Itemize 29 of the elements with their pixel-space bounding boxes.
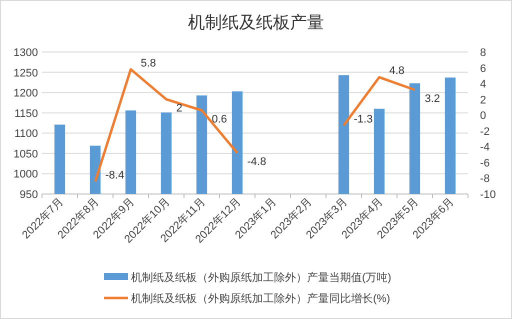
y2-tick-label: 6	[480, 62, 486, 75]
y2-tick-label: 2	[480, 94, 486, 106]
y-tick-label: 1000	[14, 168, 38, 181]
y2-tick-label: -8	[480, 173, 490, 186]
data-label: -4.8	[247, 156, 266, 168]
data-label: -1.3	[354, 113, 373, 126]
data-label: 4.8	[389, 65, 405, 78]
data-label: 0.6	[212, 113, 228, 126]
legend-label: 机制纸及纸板（外购原纸加工除外）产量同比增长(%)	[131, 292, 390, 305]
data-label: -8.4	[105, 169, 124, 182]
y-tick-label: 1050	[14, 148, 38, 160]
y-tick-label: 1200	[14, 88, 38, 100]
data-label: 3.2	[424, 92, 440, 105]
y-tick-label: 1100	[14, 128, 38, 140]
legend-label: 机制纸及纸板（外购原纸加工除外）产量当期值(万吨)	[131, 271, 392, 284]
y-tick-label: 1250	[14, 67, 38, 80]
y2-tick-label: 0	[480, 110, 486, 122]
y2-tick-label: 4	[480, 78, 486, 91]
y-tick-label: 1150	[14, 108, 38, 120]
y2-tick-label: -10	[480, 189, 496, 201]
data-label: 5.8	[140, 57, 156, 70]
data-label: 2	[176, 102, 182, 114]
y-tick-label: 950	[20, 189, 38, 201]
y-tick-label: 1300	[14, 47, 38, 59]
y2-tick-label: -4	[480, 142, 490, 154]
y2-tick-label: -6	[480, 157, 490, 170]
y2-tick-label: -2	[480, 126, 490, 138]
chart-title: 机制纸及纸板产量	[188, 13, 324, 32]
y2-tick-label: 8	[480, 47, 486, 59]
